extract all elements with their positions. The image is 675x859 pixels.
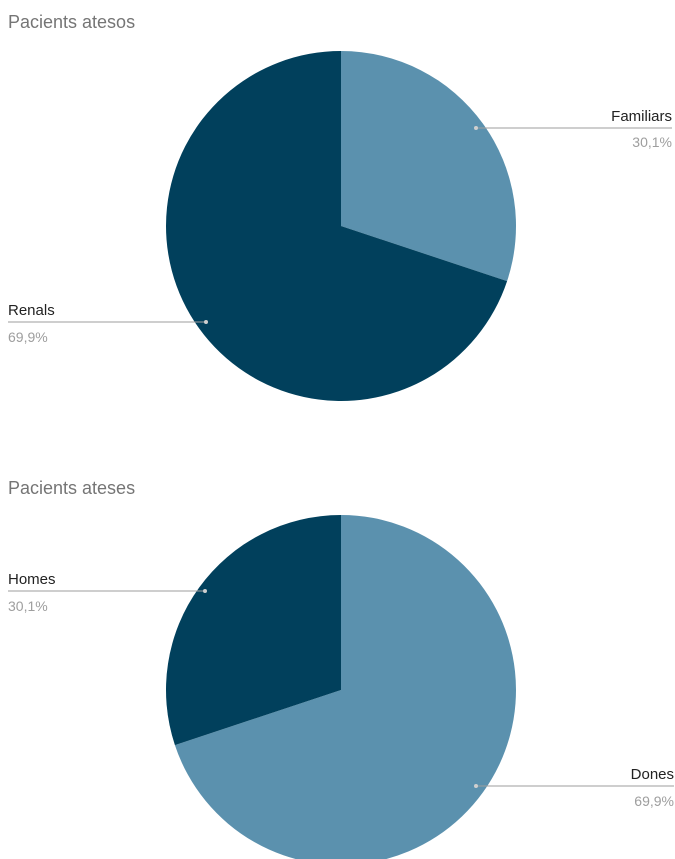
leader-dot-dones bbox=[474, 784, 478, 788]
slice-label-dones: Dones bbox=[631, 766, 674, 783]
leader-dot-renals bbox=[204, 320, 208, 324]
pie-chart-1: Pacients atesos Familiars 30,1% Renals 6… bbox=[8, 12, 672, 402]
slice-value-familiars: 30,1% bbox=[632, 134, 672, 150]
chart-title: Pacients ateses bbox=[8, 478, 135, 498]
slice-label-renals: Renals bbox=[8, 302, 55, 319]
slice-value-homes: 30,1% bbox=[8, 598, 48, 614]
pie-chart-2: Pacients ateses Homes 30,1% Dones 69,9% bbox=[8, 478, 674, 859]
pie-slice-homes bbox=[166, 515, 341, 746]
pie-slice-familiars bbox=[341, 51, 516, 282]
chart-title: Pacients atesos bbox=[8, 12, 135, 32]
slice-value-renals: 69,9% bbox=[8, 329, 48, 345]
pie-slice-renals bbox=[166, 51, 508, 402]
slice-value-dones: 69,9% bbox=[634, 793, 674, 809]
leader-dot-homes bbox=[203, 589, 207, 593]
pie-slice-dones bbox=[174, 515, 516, 859]
leader-dot-familiars bbox=[474, 126, 478, 130]
slice-label-homes: Homes bbox=[8, 571, 56, 588]
slice-label-familiars: Familiars bbox=[611, 108, 672, 125]
